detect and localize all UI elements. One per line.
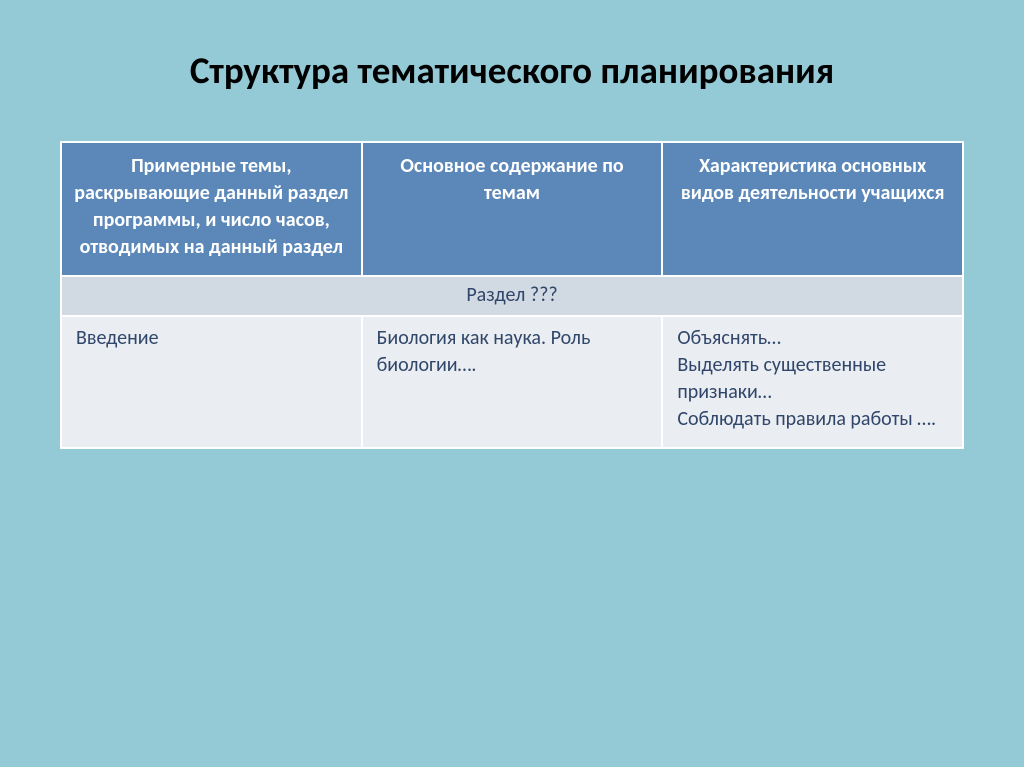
table-row: Введение Биология как наука. Роль биолог… <box>61 316 963 448</box>
col-header-activities: Характеристика основных видов деятельнос… <box>662 142 963 276</box>
col-header-content: Основное содержание по темам <box>362 142 663 276</box>
section-label: Раздел ??? <box>61 276 963 316</box>
planning-table: Примерные темы, раскрывающие данный разд… <box>60 141 964 449</box>
slide-title: Структура тематического планирования <box>60 50 964 93</box>
cell-activities: Объяснять…Выделять существенные признаки… <box>662 316 963 448</box>
cell-content: Биология как наука. Роль биологии…. <box>362 316 663 448</box>
cell-topic: Введение <box>61 316 362 448</box>
table-header-row: Примерные темы, раскрывающие данный разд… <box>61 142 963 276</box>
table-section-row: Раздел ??? <box>61 276 963 316</box>
slide: Структура тематического планирования При… <box>0 0 1024 767</box>
col-header-topics: Примерные темы, раскрывающие данный разд… <box>61 142 362 276</box>
